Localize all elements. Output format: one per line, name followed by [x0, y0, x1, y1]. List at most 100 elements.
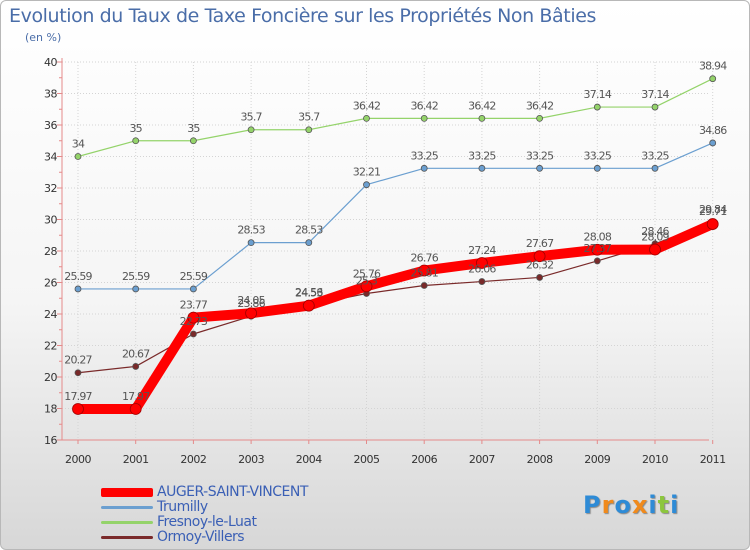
y-axis-unit-label: (en %) — [25, 31, 62, 44]
data-label: 34.86 — [699, 124, 727, 137]
data-label: 35.7 — [298, 111, 320, 124]
series-line-trumilly — [77, 142, 714, 290]
y-tick-label: 26 — [44, 277, 57, 290]
data-point — [189, 330, 197, 338]
data-label: 20.67 — [122, 347, 150, 360]
data-label: 28.46 — [641, 225, 669, 238]
data-point — [536, 114, 543, 122]
x-tick-label: 2006 — [411, 453, 437, 466]
data-label: 20.27 — [64, 354, 92, 367]
data-label: 28.08 — [584, 231, 612, 244]
data-point — [418, 264, 431, 277]
data-label: 26.06 — [468, 263, 496, 276]
data-point — [478, 164, 486, 172]
y-tick-label: 18 — [44, 403, 57, 416]
series-line-fresnoy-le-luat — [77, 78, 714, 158]
x-tick-label: 2000 — [65, 453, 91, 466]
legend-item-ormoy: Ormoy-Villers — [101, 530, 308, 545]
data-label: 33.25 — [526, 149, 554, 162]
data-label: 25.3 — [356, 275, 378, 288]
data-label: 36.42 — [410, 99, 438, 112]
x-tick-label: 2007 — [469, 453, 495, 466]
y-tick-label: 22 — [44, 340, 57, 353]
legend: AUGER-SAINT-VINCENT Trumilly Fresnoy-le-… — [101, 485, 308, 545]
data-point — [245, 307, 258, 320]
legend-swatch — [101, 536, 153, 539]
data-point — [593, 103, 601, 111]
data-point — [302, 299, 315, 312]
data-label: 29.84 — [699, 203, 727, 216]
logo-letter: r — [601, 491, 615, 519]
data-label: 22.73 — [180, 315, 208, 328]
x-tick-label: 2004 — [296, 453, 322, 466]
legend-label: AUGER-SAINT-VINCENT — [157, 484, 308, 500]
data-label: 23.86 — [237, 297, 265, 310]
data-label: 33.25 — [584, 149, 612, 162]
y-tick-label: 24 — [44, 308, 57, 321]
data-point — [189, 285, 197, 293]
data-label: 24.56 — [295, 286, 323, 299]
x-tick-label: 2003 — [238, 453, 264, 466]
x-tick-label: 2009 — [584, 453, 610, 466]
data-point — [651, 164, 659, 172]
data-label: 25.59 — [64, 270, 92, 283]
data-label: 34 — [72, 138, 85, 151]
x-tick-label: 2010 — [642, 453, 668, 466]
data-point — [593, 257, 601, 265]
data-label: 17.97 — [64, 390, 92, 403]
data-point — [709, 139, 717, 147]
data-point — [475, 257, 488, 269]
data-point — [420, 114, 428, 122]
data-point — [706, 218, 719, 230]
legend-label: Trumilly — [157, 499, 208, 515]
data-label: 36.42 — [353, 99, 381, 112]
logo-letter: P — [583, 491, 602, 519]
data-label: 27.67 — [526, 237, 554, 250]
x-tick-label: 2001 — [123, 453, 149, 466]
y-tick-label: 32 — [44, 182, 57, 195]
y-tick-label: 30 — [44, 214, 57, 227]
y-tick-label: 16 — [44, 434, 57, 447]
legend-item-auger: AUGER-SAINT-VINCENT — [101, 485, 308, 500]
data-label: 33.25 — [641, 149, 669, 162]
data-label: 35 — [129, 122, 142, 135]
data-label: 23.77 — [180, 299, 208, 312]
logo-letter: i — [670, 491, 680, 519]
data-label: 37.14 — [641, 88, 669, 101]
data-point — [132, 285, 140, 293]
data-point — [591, 243, 604, 256]
data-point — [74, 153, 82, 160]
data-point — [536, 164, 543, 172]
data-point — [420, 164, 428, 172]
data-point — [536, 274, 543, 281]
data-label: 35 — [187, 122, 200, 135]
data-label: 36.42 — [468, 99, 496, 112]
data-point — [478, 114, 486, 122]
data-label: 38.94 — [699, 60, 727, 73]
data-label: 28.53 — [237, 224, 265, 237]
data-label: 24.05 — [237, 294, 265, 307]
data-label: 35.7 — [240, 111, 262, 124]
data-label: 25.59 — [122, 270, 150, 283]
data-point — [363, 181, 370, 189]
data-point — [72, 403, 84, 415]
data-label: 33.25 — [468, 149, 496, 162]
data-point — [709, 75, 717, 83]
x-tick-label: 2011 — [700, 453, 726, 466]
y-tick-label: 38 — [44, 88, 57, 101]
data-point — [363, 114, 370, 122]
y-tick-label: 20 — [44, 371, 57, 384]
data-point — [360, 280, 373, 293]
data-point — [189, 137, 197, 145]
data-point — [478, 278, 486, 285]
data-point — [132, 363, 140, 370]
data-point — [247, 126, 255, 134]
legend-swatch — [101, 488, 153, 497]
data-label: 37.14 — [584, 88, 612, 101]
logo-letter: t — [657, 491, 671, 519]
data-point — [305, 126, 313, 134]
series-line-auger-saint-vincent — [73, 219, 718, 414]
data-point — [74, 285, 82, 293]
